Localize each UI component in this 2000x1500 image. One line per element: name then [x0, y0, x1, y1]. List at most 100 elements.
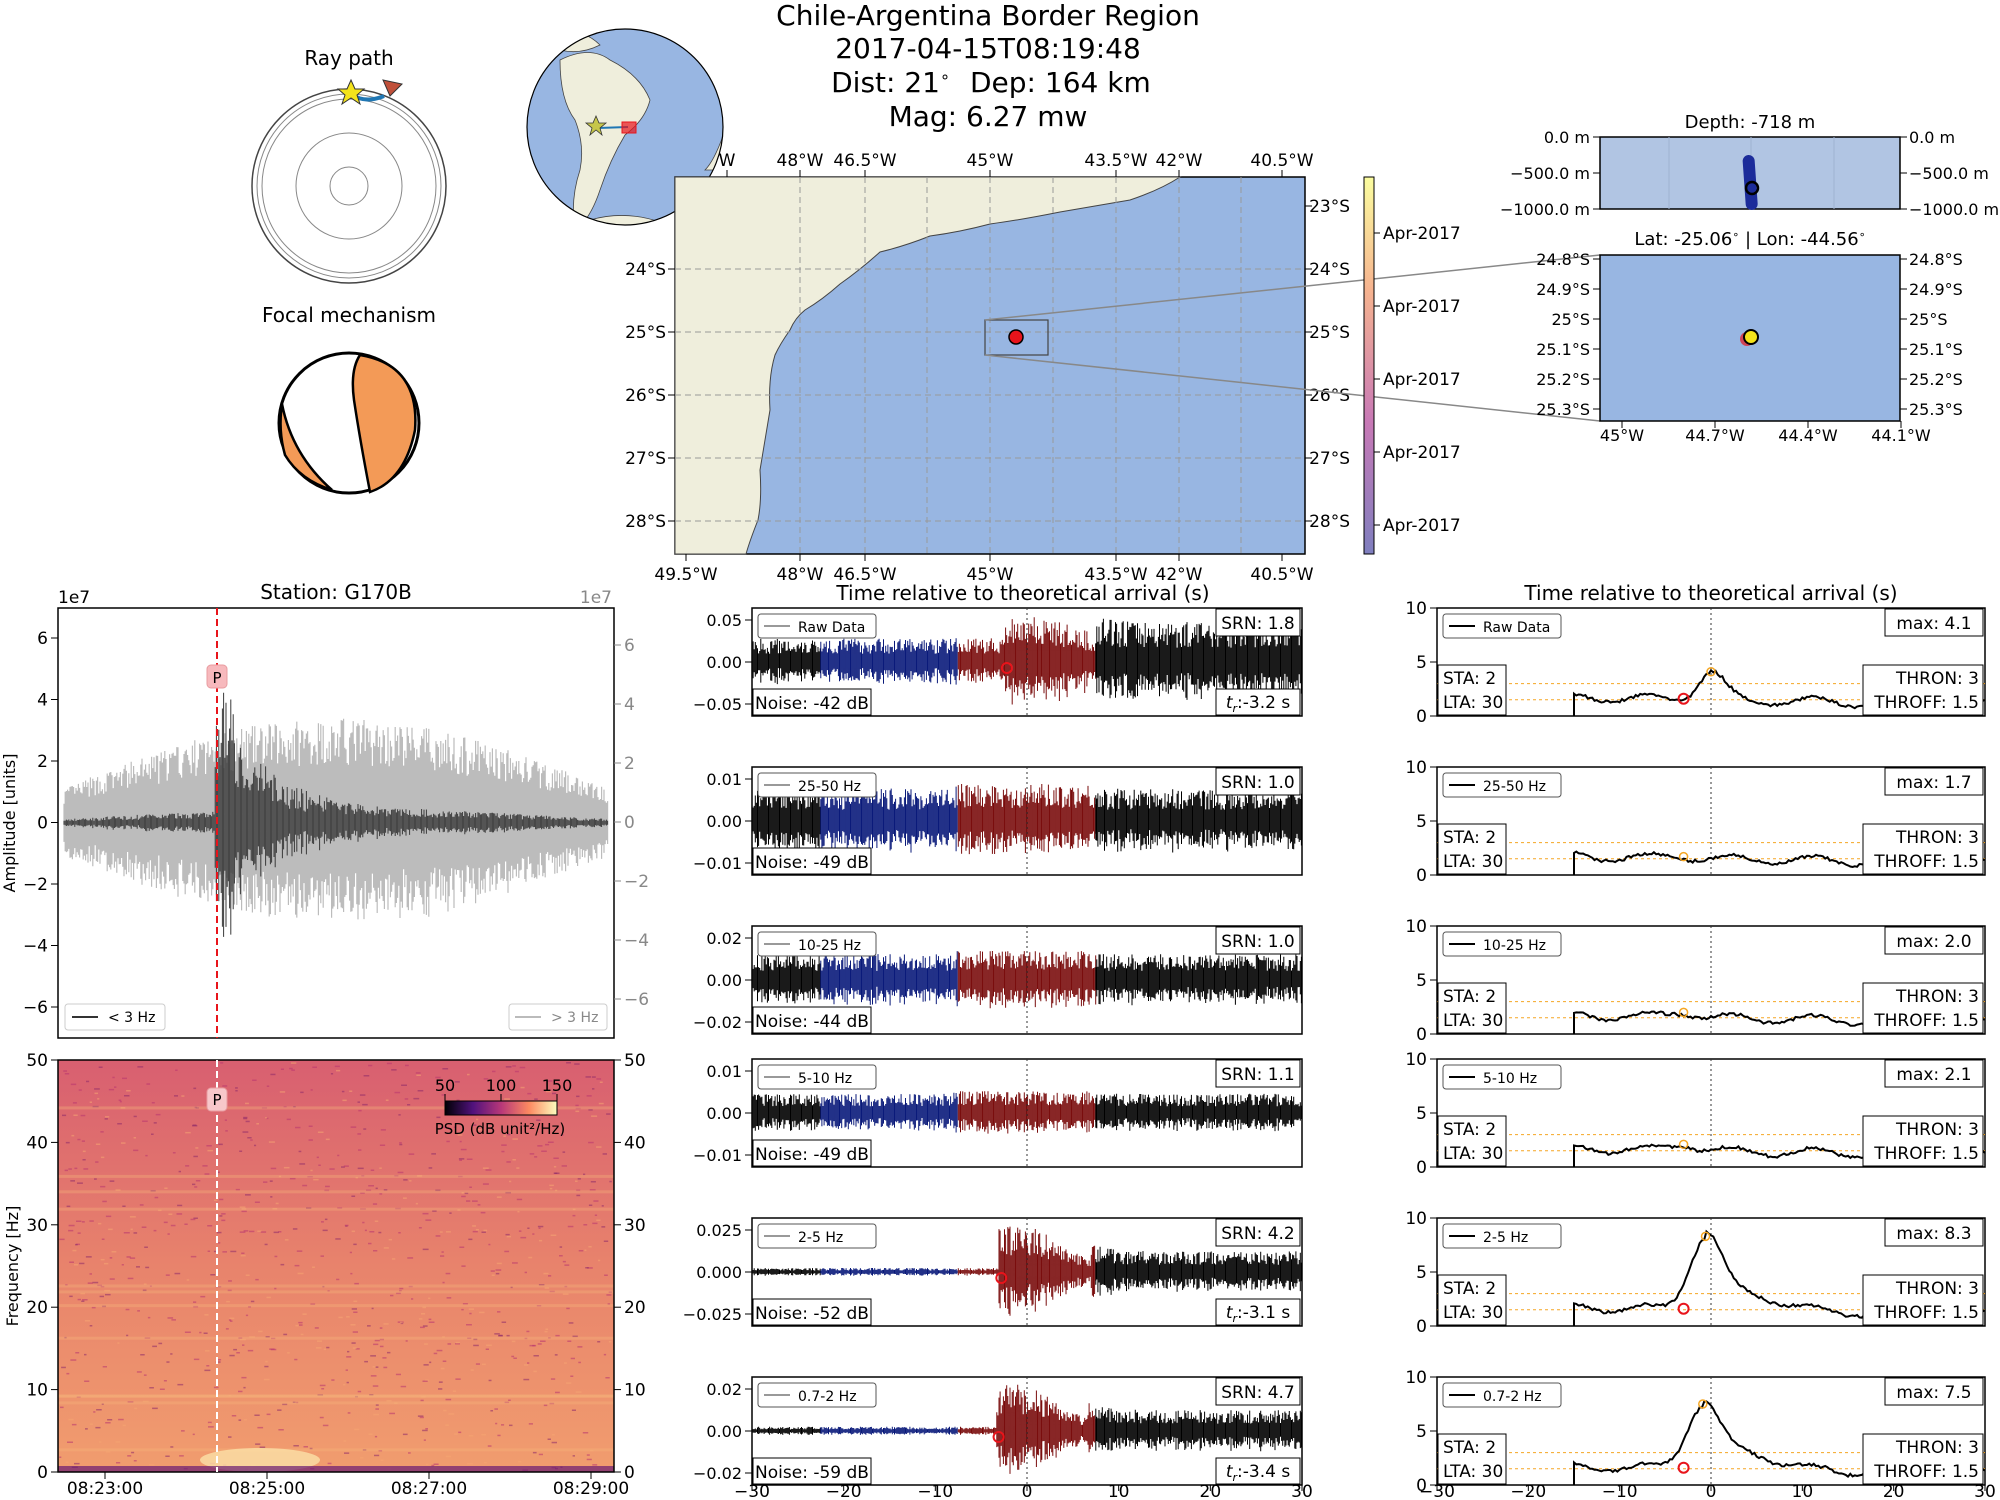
spectrogram-yticks-right: 50 40 30 20 10 0 — [614, 1051, 646, 1483]
spectrogram-frame — [57, 1059, 615, 1473]
thron-label: THRON: 3 — [1895, 828, 1979, 848]
noise-box — [752, 1457, 872, 1485]
srn-label: SRN: 1.0 — [1221, 773, 1295, 793]
map-lon-tick-label: 48°W — [777, 565, 824, 585]
right-xtick-label: 0 — [1706, 1482, 1717, 1500]
earth-surface — [251, 88, 447, 284]
throff-label: THROFF: 1.5 — [1873, 1011, 1979, 1031]
waveform-trace — [820, 1268, 958, 1276]
stalta-ytick-label: 0 — [1416, 1317, 1427, 1337]
spec-ytick-label: 50 — [624, 1051, 646, 1071]
tr-label: tr:-3.2 s — [1226, 693, 1291, 715]
map-lat-tick-label: 26°S — [1309, 386, 1350, 406]
pick-marker — [995, 1272, 1008, 1284]
waveform-ytick-label: 0.000 — [696, 1263, 742, 1282]
stalta-legend-label: 25-50 Hz — [1483, 779, 1546, 795]
map-lat-tick-label: 24°S — [1309, 260, 1350, 280]
band-legend-label: Raw Data — [798, 620, 865, 636]
psd-tick-label: 100 — [486, 1076, 517, 1095]
sta-lta-box — [1437, 1115, 1507, 1167]
band-legend-box — [757, 1382, 877, 1408]
depth-tick-label: 0.0 m — [1544, 128, 1590, 147]
station-yticks-right: 6 4 2 0 −2 −4 −6 — [614, 636, 649, 1010]
stalta-ytick-label: 5 — [1416, 653, 1427, 673]
trigger-on-marker — [1678, 1139, 1689, 1150]
waveform-trace — [820, 786, 958, 853]
trigger-off-marker — [1677, 1461, 1690, 1474]
waveform-trace — [957, 1226, 1097, 1316]
middle-title: Time relative to theoretical arrival (s) — [835, 581, 1209, 605]
spec-xtick-label: 08:29:00 — [553, 1479, 629, 1499]
max-label: max: 8.3 — [1896, 1224, 1971, 1244]
waveform-trace — [820, 638, 958, 685]
latlon-lon-label: 45°W — [1600, 426, 1644, 445]
noise-label: Noise: -44 dB — [755, 1012, 869, 1032]
map-lat-tick-label: 24°S — [625, 260, 666, 280]
trigger-off-marker — [1677, 1302, 1690, 1315]
outer-core — [295, 132, 403, 240]
waveform-trace — [957, 617, 1097, 705]
time-colorbar-ticks: Apr-2017 Apr-2017 Apr-2017 Apr-2017 Apr-2017 — [1374, 224, 1461, 536]
map-lon-tick-label: 40.5°W — [1250, 565, 1313, 585]
psd-label: PSD (dB unit²/Hz) — [435, 1120, 565, 1138]
globe-south-america — [559, 52, 651, 225]
spec-ytick-label: 20 — [26, 1298, 48, 1318]
lta-label: LTA: 30 — [1443, 1462, 1503, 1482]
stalta-legend-label: Raw Data — [1483, 620, 1550, 636]
middle-xtick-label: 30 — [1291, 1482, 1313, 1500]
max-box — [1884, 1059, 1984, 1088]
time-colorbar: Apr-2017 Apr-2017 Apr-2017 Apr-2017 Apr-2017 — [1363, 176, 1461, 555]
srn-label: SRN: 1.8 — [1221, 614, 1295, 634]
sta-lta-box — [1437, 664, 1507, 716]
mantle-ring — [256, 93, 442, 279]
max-box — [1884, 1218, 1984, 1247]
band-legend-box — [757, 931, 877, 957]
inner-core — [329, 166, 369, 206]
srn-label: SRN: 1.1 — [1221, 1065, 1295, 1085]
latlon-event-marker — [1743, 329, 1759, 345]
stalta-ytick-label: 0 — [1416, 1476, 1427, 1496]
noise-label: Noise: -42 dB — [755, 694, 869, 714]
stalta-ytick-label: 0 — [1416, 1158, 1427, 1178]
latlon-lat-ticks-left: 24.8°S 24.9°S 25°S 25.1°S 25.2°S 25.3°S — [1536, 250, 1600, 419]
waveform-ytick-label: 0.00 — [706, 812, 742, 831]
station-exponent-left: 1e7 — [58, 588, 90, 608]
tr-label: tr:-3.4 s — [1226, 1462, 1291, 1484]
depth-event-marker — [1744, 180, 1760, 196]
waveform-ytick-label: 0.00 — [706, 1422, 742, 1441]
lta-label: LTA: 30 — [1443, 1144, 1503, 1164]
map-lon-tick-label: 43.5°W — [1084, 565, 1147, 585]
stalta-ytick-label: 10 — [1405, 917, 1427, 937]
latlon-lat-label: 25°S — [1551, 310, 1590, 329]
stalta-ytick-label: 10 — [1405, 599, 1427, 619]
pick-marker — [1000, 662, 1013, 674]
sta-label: STA: 2 — [1443, 1279, 1496, 1299]
map-lon-ticks-bottom: 49.5°W 48°W 46.5°W 45°W 43.5°W 42°W 40.5°W — [654, 554, 1314, 585]
spec-xtick-label: 08:23:00 — [67, 1479, 143, 1499]
colorbar-tick-label: Apr-2017 — [1383, 516, 1461, 536]
spectrogram-image — [58, 1060, 614, 1472]
band-panel: 0.05 0.00 −0.05 Raw Data SRN: 1.8 Noise: -42 … — [693, 599, 1986, 727]
noise-label: Noise: -49 dB — [755, 1145, 869, 1165]
stalta-ytick-label: 10 — [1405, 1209, 1427, 1229]
tr-box — [1215, 1457, 1301, 1485]
station-ytick-label: 2 — [37, 752, 48, 772]
max-label: max: 2.0 — [1896, 932, 1971, 952]
sta-label: STA: 2 — [1443, 1120, 1496, 1140]
map-lon-top-label: 42°W — [1156, 151, 1203, 171]
srn-label: SRN: 4.7 — [1221, 1383, 1295, 1403]
spec-ytick-label: 50 — [26, 1051, 48, 1071]
srn-box — [1215, 1059, 1301, 1088]
map-lat-tick-label: 23°S — [1309, 197, 1350, 217]
pick-marker — [992, 1431, 1005, 1443]
waveform-ytick-label: 0.01 — [706, 1062, 742, 1081]
latlon-inset: Lat: -25.06∘ | Lon: -44.56∘ 24.8°S 24.9°S… — [1536, 228, 1963, 445]
spectrogram-yticks-left: 50 40 30 20 10 0 — [26, 1051, 58, 1483]
spec-xtick-label: 08:27:00 — [391, 1479, 467, 1499]
zoom-connector-top — [984, 254, 1601, 321]
thron-label: THRON: 3 — [1895, 1279, 1979, 1299]
right-title: Time relative to theoretical arrival (s) — [1523, 581, 1897, 605]
event-marker — [1008, 329, 1024, 345]
svg-text:> 3 Hz: > 3 Hz — [551, 1010, 598, 1026]
latlon-title: Lat: -25.06∘ | Lon: -44.56∘ — [1634, 228, 1865, 250]
